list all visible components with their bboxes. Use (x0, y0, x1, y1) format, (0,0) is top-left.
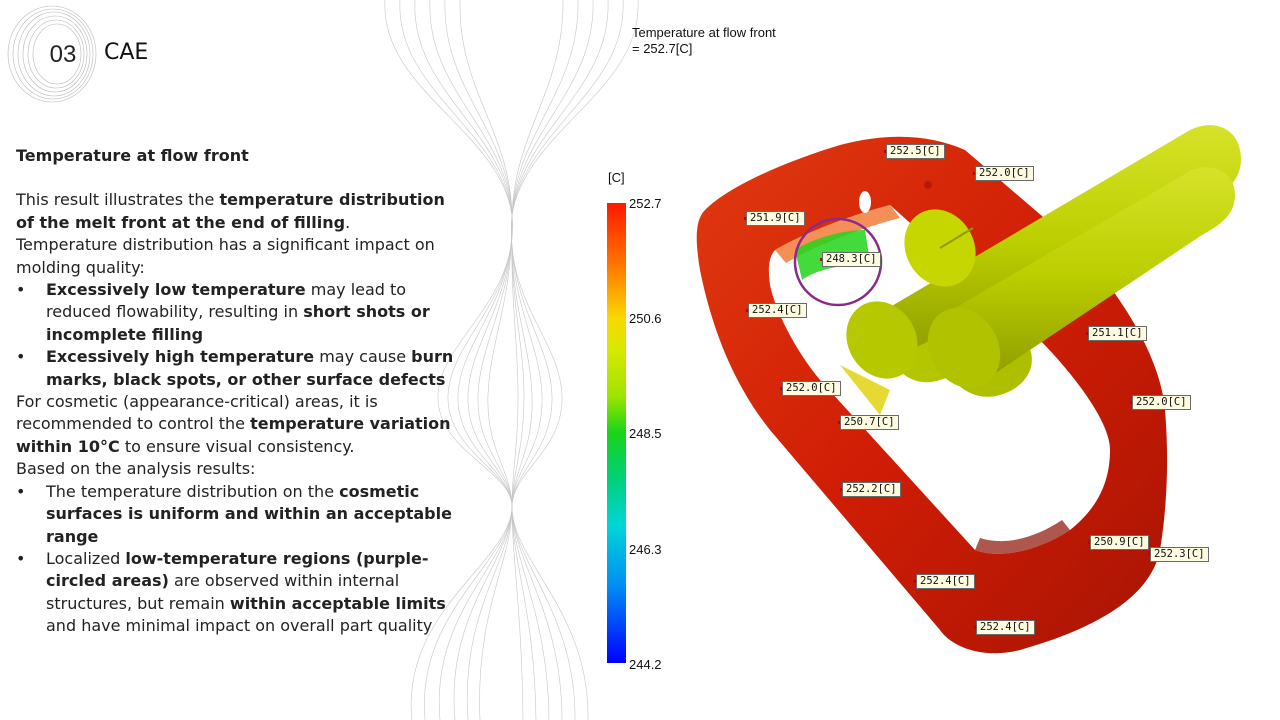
temperature-probe: 252.2[C] (842, 482, 901, 497)
findings-list: The temperature distribution on the cosm… (16, 481, 456, 638)
low-temp-highlight (793, 217, 883, 307)
temperature-probe: 252.0[C] (975, 166, 1034, 181)
list-item: Excessively low temperature may lead to … (16, 279, 456, 346)
legend-tick: 248.5 (629, 426, 662, 441)
temperature-probe: 252.4[C] (976, 620, 1035, 635)
result-title: Temperature at flow front = 252.7[C] (632, 25, 776, 57)
decorative-line-art (7, 0, 639, 720)
list-item: Excessively high temperature may cause b… (16, 346, 456, 391)
temperature-probe: 252.0[C] (1132, 395, 1191, 410)
recommendation-paragraph: For cosmetic (appearance-critical) areas… (16, 392, 451, 456)
temperature-probe: 252.5[C] (886, 144, 945, 159)
legend-tick: 244.2 (629, 657, 662, 672)
legend-tick: 246.3 (629, 542, 662, 557)
temperature-probe: 248.3[C] (822, 252, 881, 267)
list-item: The temperature distribution on the cosm… (16, 481, 456, 548)
risk-list: Excessively low temperature may lead to … (16, 279, 456, 391)
description-panel: Temperature at flow front This result il… (16, 145, 456, 638)
legend-tick: 250.6 (629, 311, 662, 326)
temperature-probe: 250.7[C] (840, 415, 899, 430)
temperature-probe: 251.9[C] (746, 211, 805, 226)
section-title: CAE (104, 40, 149, 65)
temperature-probe: 251.1[C] (1088, 326, 1147, 341)
legend-tick: 252.7 (629, 196, 662, 211)
temperature-colorbar (607, 203, 626, 663)
list-item: Localized low-temperature regions (purpl… (16, 548, 456, 638)
based-paragraph: Based on the analysis results: (16, 459, 256, 479)
temperature-probe: 252.3[C] (1150, 547, 1209, 562)
content-heading: Temperature at flow front (16, 146, 249, 165)
temperature-probe: 252.0[C] (782, 381, 841, 396)
temperature-probe: 252.4[C] (748, 303, 807, 318)
mold-flow-model (696, 125, 1241, 654)
temperature-probe: 252.4[C] (916, 574, 975, 589)
result-name: Temperature at flow front (632, 25, 776, 40)
intro-paragraph: This result illustrates the temperature … (16, 190, 445, 232)
temperature-probe: 250.9[C] (1090, 535, 1149, 550)
runner-system (846, 125, 1241, 397)
legend-unit: [C] (608, 170, 625, 185)
impact-paragraph: Temperature distribution has a significa… (16, 235, 435, 277)
result-value: = 252.7[C] (632, 41, 693, 56)
section-number: 03 (49, 41, 77, 68)
